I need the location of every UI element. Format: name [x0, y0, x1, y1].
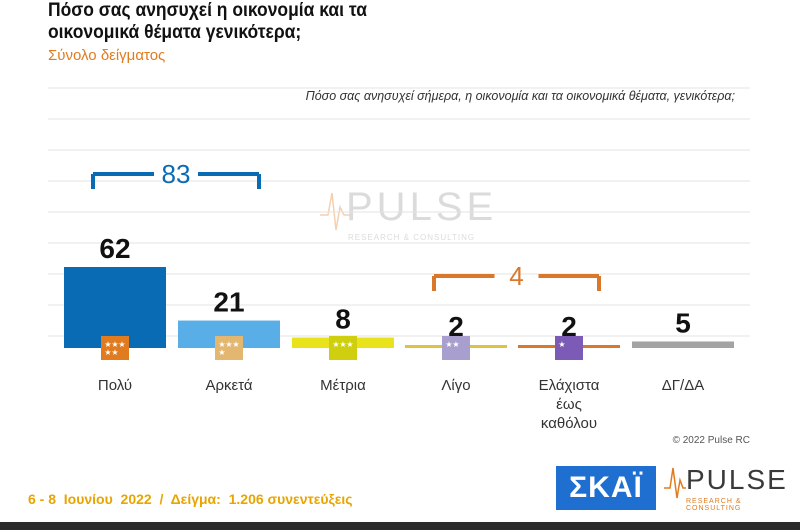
bar-value-label: 8 [335, 304, 351, 335]
rating-stars-icon [215, 336, 243, 360]
bar-value-label: 2 [448, 311, 464, 342]
pulse-logo-wave-icon [664, 467, 686, 499]
star-icon: ★ [558, 340, 565, 349]
star-icon: ★ [111, 348, 118, 357]
category-label: ΔΓ/ΔΑ [662, 377, 704, 394]
pulse-watermark-word: PULSE [346, 185, 498, 229]
rating-stars-icon [442, 336, 470, 360]
pulse-watermark-wave-icon [320, 192, 350, 231]
star-icon: ★ [225, 340, 232, 349]
fieldwork-date-sample: 6 - 8 Ιουνίου 2022 / Δείγμα: 1.206 συνεν… [28, 491, 353, 507]
rating-stars-icon [101, 336, 129, 360]
chart-title: Πόσο σας ανησυχεί η οικονομία και τα οικ… [48, 0, 526, 44]
star-icon: ★ [118, 340, 125, 349]
pulse-logo: PULSE RESEARCH & CONSULTING [664, 462, 790, 512]
category-label: καθόλου [541, 415, 597, 432]
rating-stars-icon [555, 336, 583, 360]
bar-value-label: 2 [561, 311, 577, 342]
bar-1 [64, 267, 166, 348]
category-label: Λίγο [441, 377, 470, 394]
bottom-strip [0, 522, 800, 530]
star-icon: ★ [232, 340, 239, 349]
star-icon: ★ [445, 340, 452, 349]
star-icon: ★ [218, 340, 225, 349]
pulse-watermark: PULSE RESEARCH & CONSULTING [320, 185, 500, 245]
survey-question: Πόσο σας ανησυχεί σήμερα, η οικονομία κα… [305, 89, 735, 103]
bracket-total-label: 83 [162, 159, 191, 189]
star-icon: ★ [452, 340, 459, 349]
category-label: Μέτρια [320, 377, 366, 394]
pulse-watermark-tagline: RESEARCH & CONSULTING [348, 233, 476, 242]
star-icon: ★ [111, 340, 118, 349]
star-icon: ★ [218, 348, 225, 357]
star-icon: ★ [346, 340, 353, 349]
category-label: έως [556, 396, 582, 413]
pulse-logo-tagline: RESEARCH & CONSULTING [686, 498, 742, 512]
bar-value-label: 21 [213, 287, 244, 318]
category-label: Πολύ [98, 377, 132, 394]
star-icon: ★ [332, 340, 339, 349]
rating-stars-icon [329, 336, 357, 360]
category-label: Ελάχιστα [539, 377, 600, 394]
copyright-text: © 2022 Pulse RC [672, 435, 750, 446]
category-label: Αρκετά [205, 377, 252, 394]
star-icon: ★ [104, 340, 111, 349]
bracket-total-label: 4 [509, 261, 523, 291]
bar-value-label: 62 [99, 233, 130, 264]
skai-logo: ΣΚΑΪ [556, 466, 656, 510]
bar-6 [632, 341, 734, 348]
star-icon: ★ [104, 348, 111, 357]
chart-title-line-1: Πόσο σας ανησυχεί η οικονομία και τα [48, 0, 367, 21]
star-icon: ★ [339, 340, 346, 349]
chart-subtitle: Σύνολο δείγματος [48, 47, 166, 64]
bar-value-label: 5 [675, 307, 691, 338]
chart-title-line-2: οικονομικά θέματα γενικότερα; [48, 22, 302, 43]
pulse-logo-word: PULSE [686, 464, 788, 495]
